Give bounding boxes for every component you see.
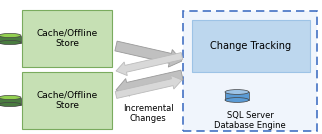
Text: Cache/Offline
Store: Cache/Offline Store (36, 29, 98, 48)
Bar (183, 11, 317, 131)
Text: Change Tracking: Change Tracking (211, 41, 291, 51)
Polygon shape (115, 75, 182, 98)
Ellipse shape (225, 98, 249, 102)
Polygon shape (115, 41, 182, 67)
Text: SQL Server
Database Engine: SQL Server Database Engine (214, 111, 286, 130)
Polygon shape (116, 70, 183, 96)
Ellipse shape (0, 102, 21, 107)
Ellipse shape (0, 33, 21, 38)
Bar (225, 92, 249, 100)
Bar (22, 10, 112, 67)
Bar (0, 36, 21, 42)
Ellipse shape (0, 40, 21, 45)
Bar (0, 98, 21, 105)
Bar (22, 72, 112, 129)
Polygon shape (116, 53, 183, 76)
Text: Cache/Offline
Store: Cache/Offline Store (36, 91, 98, 110)
Ellipse shape (0, 95, 21, 100)
Text: Incremental
Changes: Incremental Changes (123, 104, 173, 123)
Ellipse shape (225, 90, 249, 94)
Bar (192, 20, 310, 72)
